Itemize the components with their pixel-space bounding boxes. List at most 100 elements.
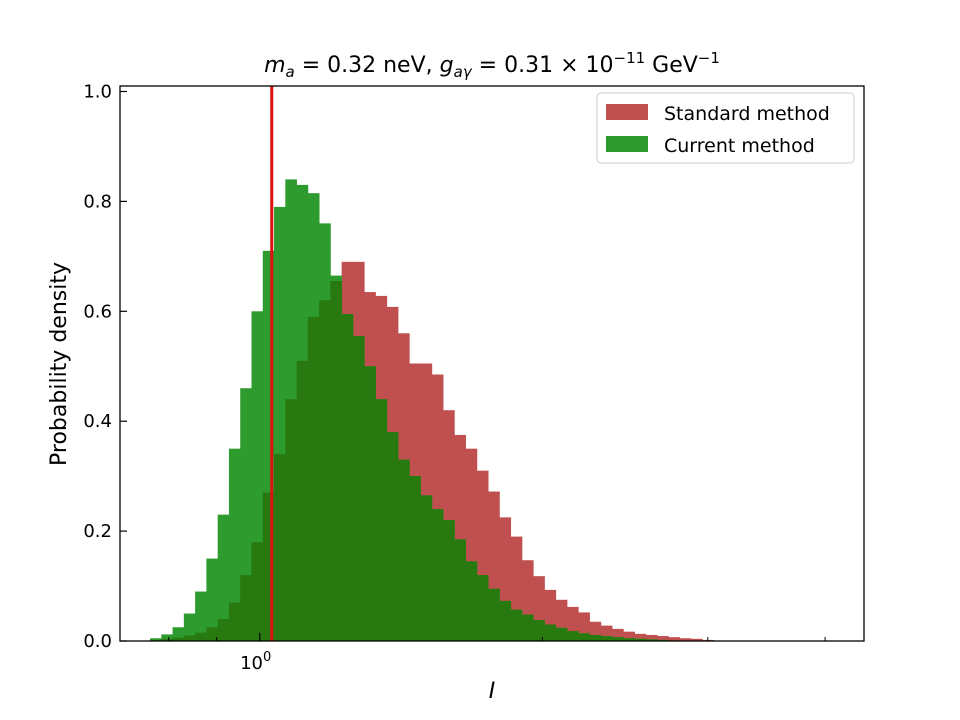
overlap-bar [555, 627, 568, 641]
legend-swatch-current [606, 136, 648, 152]
standard-method-bar [612, 628, 624, 641]
overlap-bar [161, 638, 173, 641]
y-tick-label: 1.0 [83, 81, 112, 102]
y-tick-label: 0.0 [83, 631, 112, 652]
overlap-bar [330, 281, 343, 641]
overlap-bar [296, 360, 309, 641]
y-axis-ticks: 0.0 0.2 0.4 0.6 0.8 1.0 [83, 81, 127, 652]
standard-method-bar [555, 599, 568, 641]
x-tick-label: 100 [240, 650, 271, 674]
overlap-bar [465, 561, 478, 641]
overlap-bar [521, 614, 534, 641]
overlap-bar [397, 459, 410, 641]
overlap-bar [172, 637, 185, 641]
standard-method-bar [645, 634, 658, 641]
overlap-bar [488, 588, 500, 641]
current-method-bar [262, 250, 275, 641]
standard-method-bar [690, 638, 703, 641]
overlap-bar [634, 638, 647, 641]
standard-method-bar [634, 633, 647, 641]
overlap-bar [645, 639, 658, 641]
overlap-bar [443, 520, 455, 641]
standard-method-bar [510, 536, 523, 641]
overlap-bar [352, 336, 365, 641]
standard-method-bar [589, 621, 602, 641]
current-method-bar [183, 613, 196, 641]
overlap-bar [431, 509, 444, 641]
standard-method-bar [567, 606, 579, 641]
overlap-bar [544, 624, 557, 641]
x-axis-ticks: 100 [168, 633, 826, 674]
overlap-bar [510, 609, 523, 641]
current-method-bar [172, 627, 185, 641]
overlap-bar [499, 600, 512, 641]
overlap-bar [341, 314, 354, 641]
axes-frame [119, 85, 865, 642]
overlap-bar [612, 637, 624, 641]
standard-method-bar [657, 636, 669, 641]
current-method-bar [206, 558, 219, 641]
overlap-bar [195, 632, 207, 641]
overlap-bar [206, 627, 219, 641]
y-tick-label: 0.2 [83, 521, 112, 542]
standard-method-bar [431, 374, 444, 641]
overlap-bar [274, 454, 286, 641]
overlap-bar [567, 631, 579, 641]
standard-method-bar [544, 589, 557, 641]
standard-method-bar [465, 448, 478, 641]
overlap-bar [409, 476, 421, 641]
y-tick-label: 0.4 [83, 411, 112, 432]
standard-method-bar [600, 625, 613, 641]
overlap-bar [533, 620, 545, 641]
current-method-bar [150, 638, 162, 641]
overlap-bar [183, 635, 196, 641]
x-axis-label: I [489, 679, 496, 704]
standard-method-bar [578, 612, 590, 641]
legend-label-standard: Standard method [664, 103, 830, 125]
overlap-bar [589, 634, 602, 641]
legend: Standard method Current method [596, 92, 855, 164]
current-method-bar [274, 206, 286, 641]
overlap-bar [375, 399, 388, 641]
overlap-bar [454, 539, 466, 641]
overlap-bar [217, 619, 230, 641]
legend-swatch-standard [606, 104, 648, 120]
overlap-bar [240, 575, 252, 641]
current-method-bar [240, 388, 252, 641]
overlap-bar [364, 366, 376, 641]
overlap-bar [386, 432, 399, 641]
overlap-bar [228, 602, 241, 641]
overlap-bars [150, 281, 681, 641]
standard-method-bar [679, 638, 692, 641]
legend-label-current: Current method [664, 135, 815, 157]
standard-method-bar [476, 470, 489, 641]
standard-method-bar [521, 560, 534, 641]
overlap-bar [319, 300, 331, 641]
standard-method-bar [454, 434, 466, 641]
y-tick-label: 0.8 [83, 191, 112, 212]
current-method-bar [228, 448, 241, 641]
standard-method-bar [499, 517, 512, 641]
overlap-bar [600, 636, 613, 641]
standard-method-bar [623, 631, 635, 641]
y-tick-label: 0.6 [83, 301, 112, 322]
standard-method-bar [533, 576, 545, 641]
overlap-bar [307, 316, 320, 641]
overlap-bar [420, 495, 433, 641]
current-method-bar [251, 311, 264, 641]
standard-method-bar [668, 637, 681, 641]
overlap-bar [262, 492, 275, 641]
standard-method-bar [488, 491, 500, 641]
overlap-bar [476, 575, 489, 641]
y-axis-label: Probability density [47, 262, 72, 466]
current-method-bar [161, 634, 173, 641]
legend-frame [596, 92, 855, 164]
overlap-bar [623, 638, 635, 641]
current-method-bar [195, 591, 207, 641]
overlap-bar [578, 633, 590, 641]
current-method-bar [217, 514, 230, 641]
chart-title: ma = 0.32 neV, gaγ = 0.31 × 10−11 GeV−1 [264, 49, 720, 81]
overlap-bar [251, 542, 264, 641]
overlap-bar [285, 399, 297, 641]
